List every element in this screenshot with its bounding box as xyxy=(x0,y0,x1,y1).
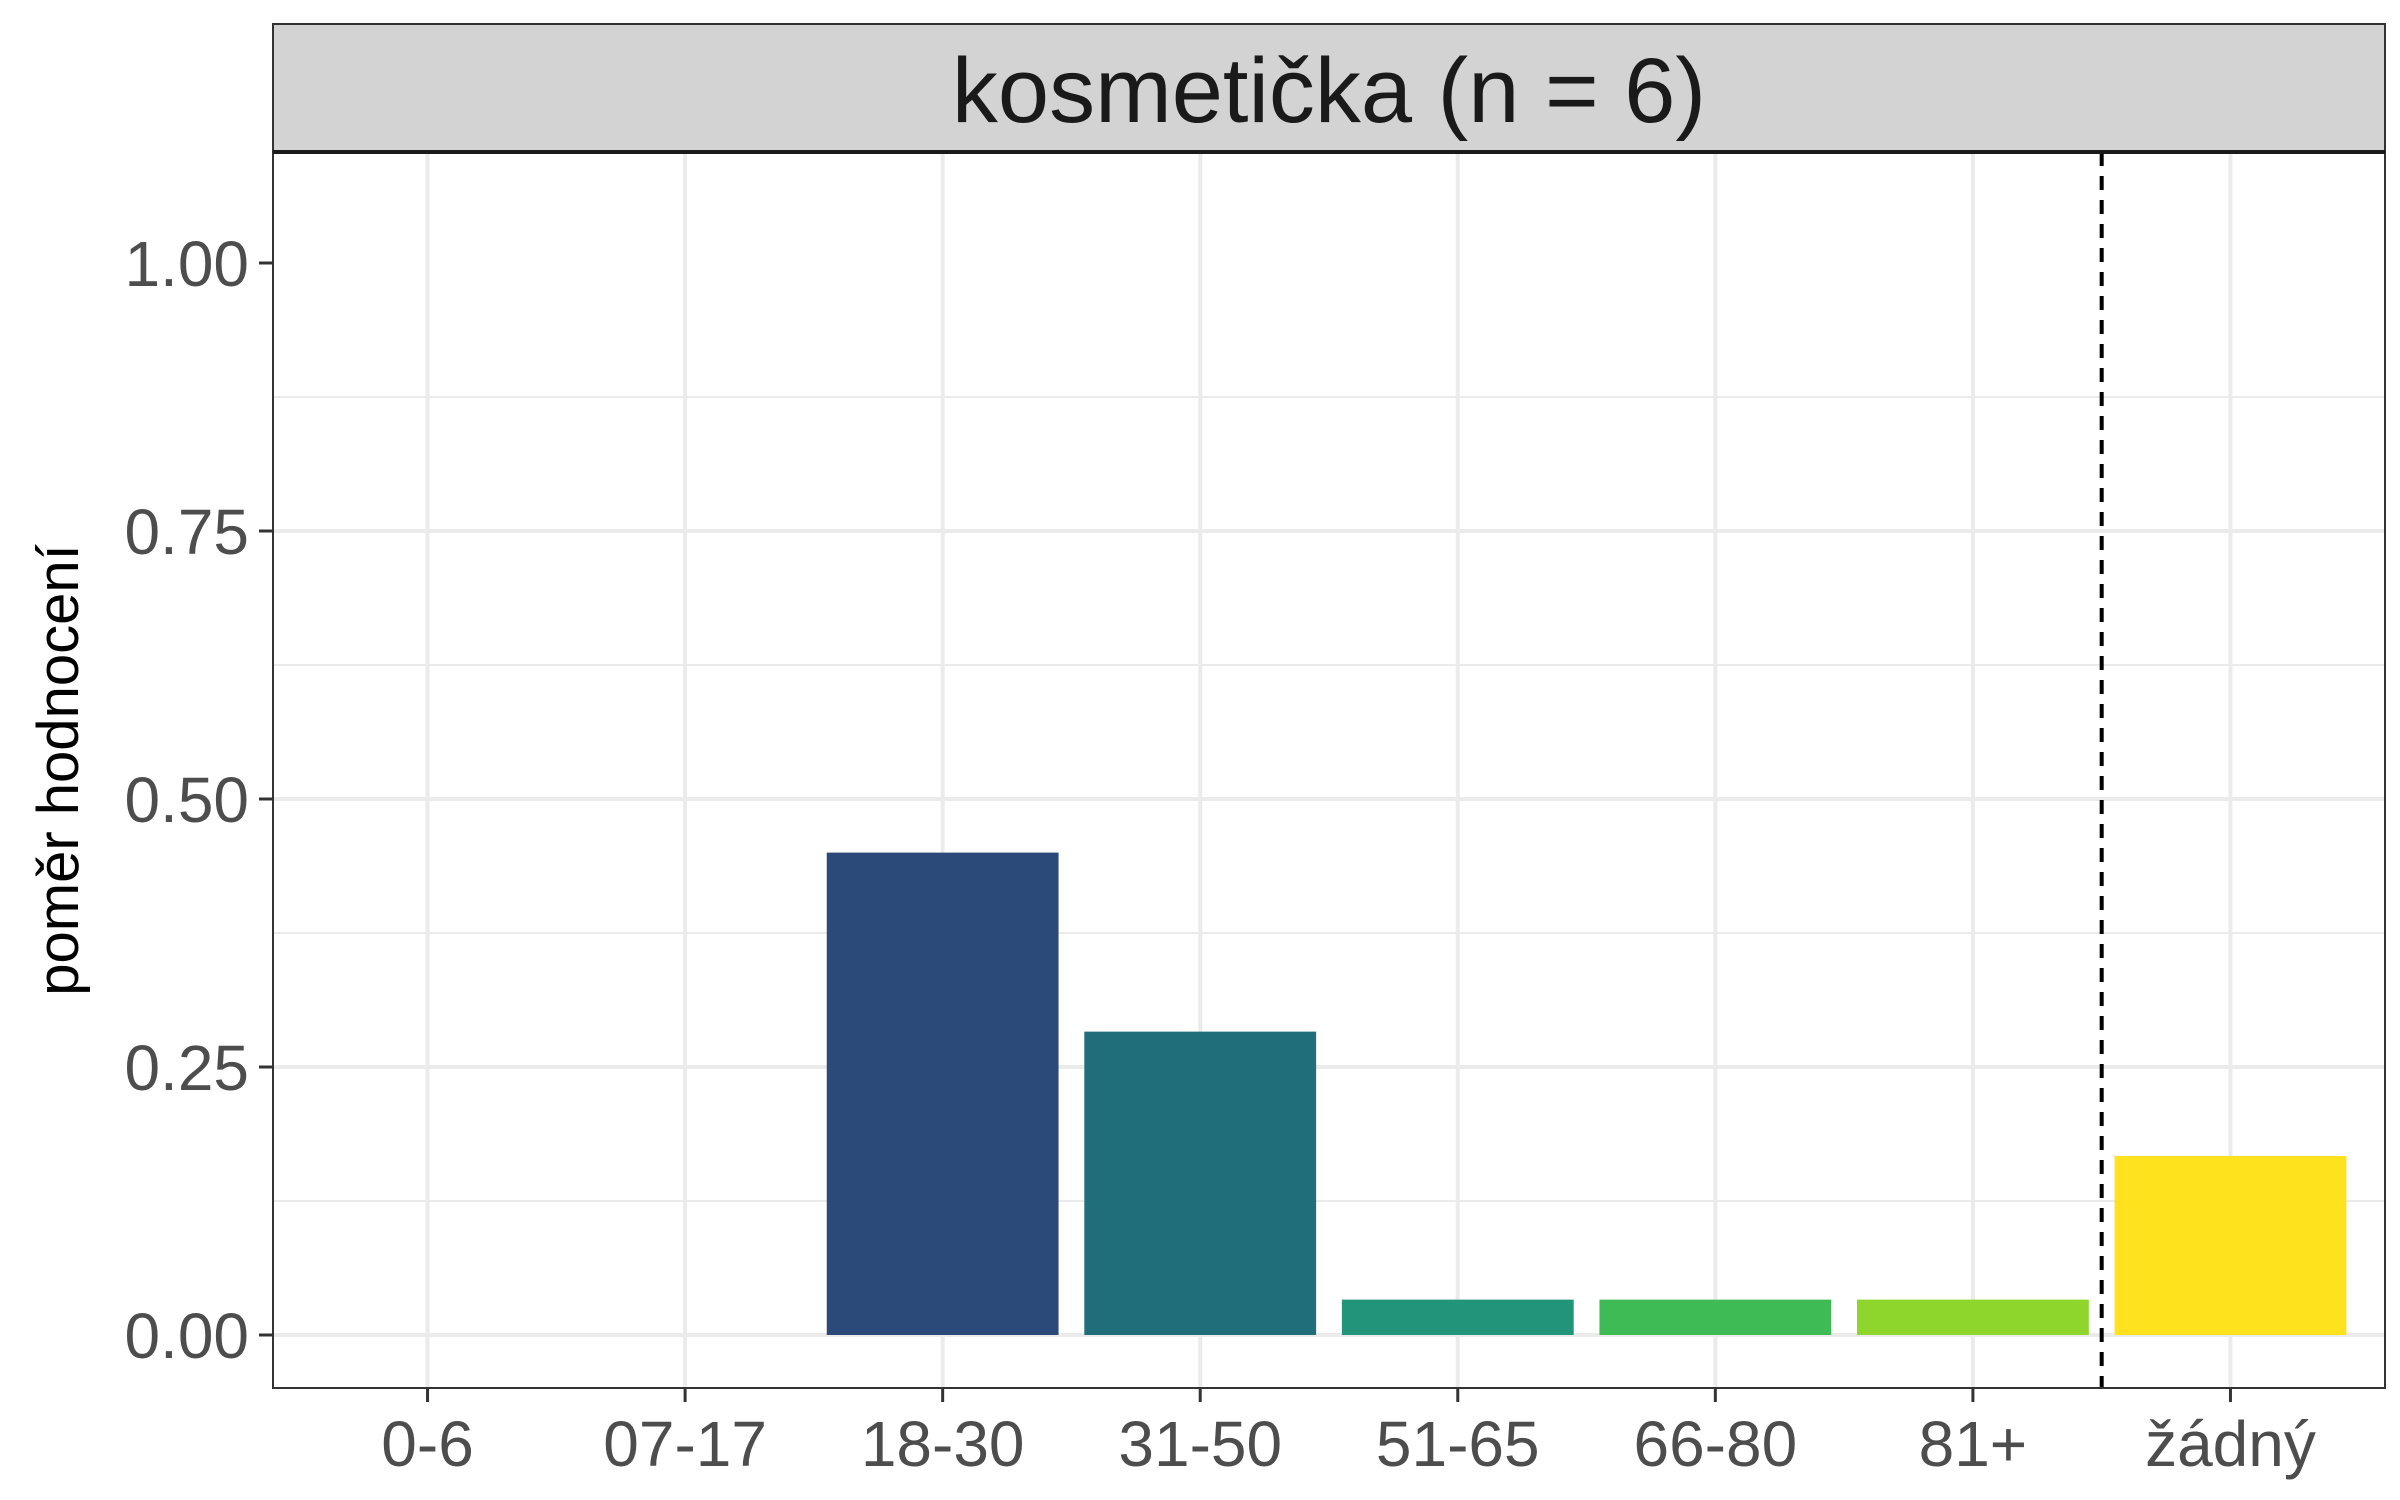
chart-title: kosmetička (n = 6) xyxy=(952,40,1706,142)
x-tick-label: 66-80 xyxy=(1633,1408,1797,1480)
bar-51-65 xyxy=(1341,1299,1574,1335)
bars xyxy=(826,852,2347,1335)
y-tick-label: 1.00 xyxy=(124,228,249,300)
x-tick-label: 81+ xyxy=(1919,1408,2028,1480)
x-tick-label: žádný xyxy=(2145,1408,2316,1480)
bar-66-80 xyxy=(1599,1299,1832,1335)
x-tick-label: 0-6 xyxy=(381,1408,474,1480)
y-axis: 0.00 0.25 0.50 0.75 1.00 xyxy=(124,228,273,1372)
x-tick-label: 51-65 xyxy=(1376,1408,1540,1480)
y-axis-title: poměr hodnocení xyxy=(26,544,91,995)
plot-background xyxy=(273,152,2385,1388)
bar-31-50 xyxy=(1084,1031,1317,1335)
y-tick-label: 0.25 xyxy=(124,1032,249,1104)
y-tick-label: 0.75 xyxy=(124,496,249,568)
x-tick-label: 31-50 xyxy=(1118,1408,1282,1480)
grid-lines xyxy=(273,152,2385,1388)
x-axis: 0-6 07-17 18-30 31-50 51-65 66-80 81+ žádný xyxy=(381,1388,2316,1480)
x-tick-label: 18-30 xyxy=(861,1408,1025,1480)
bar-žádný xyxy=(2114,1155,2347,1335)
bar-81+ xyxy=(1857,1299,2089,1335)
y-tick-label: 0.50 xyxy=(124,764,249,836)
x-tick-label: 07-17 xyxy=(603,1408,767,1480)
y-tick-label: 0.00 xyxy=(124,1300,249,1372)
bar-18-30 xyxy=(826,852,1059,1335)
strip-background xyxy=(272,23,2386,153)
